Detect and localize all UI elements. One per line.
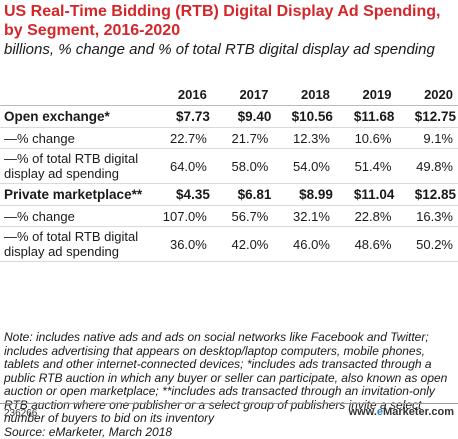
- chart-notes: Note: includes native ads and ads on soc…: [4, 331, 456, 439]
- chart-page: US Real-Time Bidding (RTB) Digital Displ…: [0, 0, 458, 422]
- chart-title: US Real-Time Bidding (RTB) Digital Displ…: [4, 2, 454, 40]
- data-table: 2016 2017 2018 2019 2020 Open exchange*$…: [0, 83, 458, 262]
- value-cell: 49.8%: [396, 149, 458, 184]
- chart-id: 236266: [4, 408, 37, 419]
- chart-subtitle: billions, % change and % of total RTB di…: [4, 41, 454, 58]
- value-cell: 9.1%: [396, 128, 458, 149]
- segment-row: Private marketplace**$4.35$6.81$8.99$11.…: [0, 184, 458, 206]
- source-text: Source: eMarketer, March 2018: [4, 426, 456, 439]
- row-label: —% of total RTB digital display ad spend…: [0, 149, 150, 184]
- value-cell: 107.0%: [150, 206, 212, 227]
- value-cell: 50.2%: [396, 227, 458, 262]
- value-cell: 36.0%: [150, 227, 212, 262]
- row-label: Open exchange*: [0, 106, 150, 128]
- value-cell: $7.73: [150, 106, 212, 128]
- table-body: Open exchange*$7.73$9.40$10.56$11.68$12.…: [0, 106, 458, 262]
- value-cell: $9.40: [212, 106, 274, 128]
- value-cell: 51.4%: [335, 149, 397, 184]
- brand-rest: Marketer: [383, 406, 428, 418]
- year-header: 2020: [396, 83, 458, 106]
- value-cell: 12.3%: [273, 128, 335, 149]
- value-cell: 56.7%: [212, 206, 274, 227]
- value-cell: $12.85: [396, 184, 458, 206]
- value-cell: 22.7%: [150, 128, 212, 149]
- value-cell: 58.0%: [212, 149, 274, 184]
- segment-row: Open exchange*$7.73$9.40$10.56$11.68$12.…: [0, 106, 458, 128]
- value-cell: 64.0%: [150, 149, 212, 184]
- value-cell: $12.75: [396, 106, 458, 128]
- value-cell: 21.7%: [212, 128, 274, 149]
- value-cell: 16.3%: [396, 206, 458, 227]
- row-label: —% change: [0, 128, 150, 149]
- value-cell: 10.6%: [335, 128, 397, 149]
- value-cell: 48.6%: [335, 227, 397, 262]
- value-cell: $8.99: [273, 184, 335, 206]
- brand-suffix: .com: [428, 406, 454, 418]
- year-header: 2018: [273, 83, 335, 106]
- header-row: 2016 2017 2018 2019 2020: [0, 83, 458, 106]
- value-cell: $6.81: [212, 184, 274, 206]
- value-cell: $11.04: [335, 184, 397, 206]
- value-cell: 54.0%: [273, 149, 335, 184]
- year-header: 2017: [212, 83, 274, 106]
- brand-prefix: www.: [349, 406, 377, 418]
- row-label: Private marketplace**: [0, 184, 150, 206]
- value-cell: 42.0%: [212, 227, 274, 262]
- value-cell: $10.56: [273, 106, 335, 128]
- value-cell: 22.8%: [335, 206, 397, 227]
- year-header: 2016: [150, 83, 212, 106]
- share-row: —% of total RTB digital display ad spend…: [0, 227, 458, 262]
- value-cell: 46.0%: [273, 227, 335, 262]
- year-header: 2019: [335, 83, 397, 106]
- value-cell: 32.1%: [273, 206, 335, 227]
- row-label: —% of total RTB digital display ad spend…: [0, 227, 150, 262]
- share-row: —% of total RTB digital display ad spend…: [0, 149, 458, 184]
- header-label-cell: [0, 83, 150, 106]
- brand-logo: www.eMarketer.com: [349, 406, 454, 418]
- value-cell: $11.68: [335, 106, 397, 128]
- footer-divider: [0, 403, 458, 404]
- row-label: —% change: [0, 206, 150, 227]
- value-cell: $4.35: [150, 184, 212, 206]
